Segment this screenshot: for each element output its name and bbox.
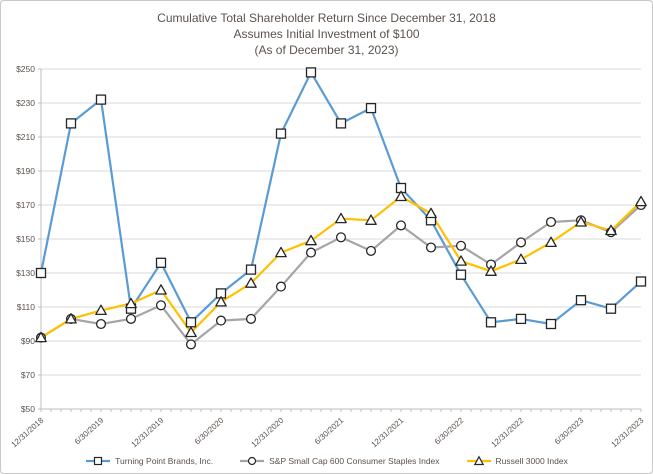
- chart-title-line-1: Cumulative Total Shareholder Return Sinc…: [157, 11, 496, 25]
- svg-text:6/30/2020: 6/30/2020: [193, 415, 226, 446]
- svg-text:$130: $130: [16, 268, 35, 278]
- y-axis-labels: $50 $70 $90 $110 $130 $150 $170 $190 $210 $230 $25…: [16, 64, 35, 414]
- svg-text:12/31/2023: 12/31/2023: [610, 415, 646, 449]
- svg-text:$230: $230: [16, 98, 35, 108]
- svg-text:6/30/2021: 6/30/2021: [313, 415, 346, 446]
- axes: [38, 68, 642, 412]
- svg-text:$210: $210: [16, 132, 35, 142]
- svg-text:$170: $170: [16, 200, 35, 210]
- series-markers-russell-3000-index: [35, 190, 647, 343]
- svg-text:$90: $90: [21, 336, 35, 346]
- chart-title-line-2: Assumes Initial Investment of $100: [233, 27, 420, 41]
- legend-label: Turning Point Brands, Inc.: [115, 456, 214, 466]
- circle-marker-icon: [240, 456, 265, 466]
- legend-item-russell-3000-index: Russell 3000 Index: [466, 455, 568, 467]
- svg-text:$50: $50: [21, 404, 35, 414]
- triangle-marker-icon: [466, 455, 491, 466]
- chart-legend: Turning Point Brands, Inc. S&P Small Cap …: [1, 455, 652, 467]
- svg-text:12/31/2018: 12/31/2018: [10, 415, 46, 449]
- svg-text:$70: $70: [21, 370, 35, 380]
- svg-text:12/31/2019: 12/31/2019: [130, 415, 166, 449]
- svg-text:12/31/2021: 12/31/2021: [370, 415, 406, 449]
- legend-label: S&P Small Cap 600 Consumer Staples Index: [269, 456, 440, 466]
- series-markers-turning-point-brands-inc: [35, 67, 647, 330]
- chart-title: Cumulative Total Shareholder Return Sinc…: [1, 10, 652, 58]
- legend-label: Russell 3000 Index: [495, 456, 568, 466]
- svg-text:6/30/2019: 6/30/2019: [73, 415, 106, 446]
- series-line-turning-point-brands-inc: [39, 71, 642, 326]
- svg-text:$190: $190: [16, 166, 35, 176]
- svg-text:$150: $150: [16, 234, 35, 244]
- svg-text:$110: $110: [17, 302, 36, 312]
- chart-title-line-3: (As of December 31, 2023): [254, 43, 399, 57]
- square-marker-icon: [86, 456, 111, 466]
- svg-text:6/30/2023: 6/30/2023: [553, 415, 586, 446]
- legend-item-turning-point-brands-inc: Turning Point Brands, Inc.: [85, 455, 213, 467]
- svg-text:$250: $250: [16, 64, 35, 74]
- legend-item-s-p-small-cap-600-consumer-staples-index: S&P Small Cap 600 Consumer Staples Index: [239, 455, 440, 467]
- svg-text:6/30/2022: 6/30/2022: [433, 415, 466, 446]
- svg-text:12/31/2020: 12/31/2020: [250, 415, 286, 449]
- svg-text:12/31/2022: 12/31/2022: [490, 415, 526, 449]
- x-axis-labels: 12/31/2018 6/30/2019 12/31/2019 6/30/2020 12…: [10, 415, 646, 449]
